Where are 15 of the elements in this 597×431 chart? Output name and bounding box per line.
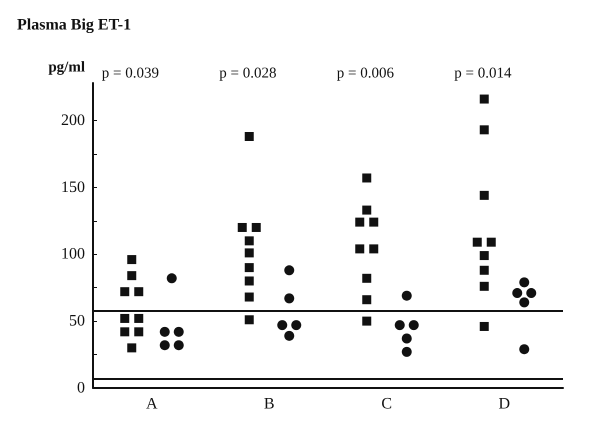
x-tick-label: A [146, 396, 158, 412]
text: p = 0.039 [102, 66, 159, 82]
text: p = 0.028 [219, 66, 276, 82]
y-tick-label: 200 [61, 112, 85, 129]
y-tick-label: 0 [77, 380, 85, 396]
y-tick-label: 150 [61, 178, 85, 196]
chart-title: Plasma Big ET-1 [17, 16, 132, 34]
y-axis-title: pg/ml [48, 60, 85, 76]
text: p = 0.006 [336, 66, 394, 82]
text: p = 0.014 [454, 66, 512, 82]
x-tick-label: D [498, 396, 510, 412]
y-tick-label: 100 [61, 246, 85, 263]
x-tick-label: C [381, 396, 392, 412]
y-tick-label: 50 [69, 312, 85, 330]
x-tick-label: B [264, 396, 275, 412]
